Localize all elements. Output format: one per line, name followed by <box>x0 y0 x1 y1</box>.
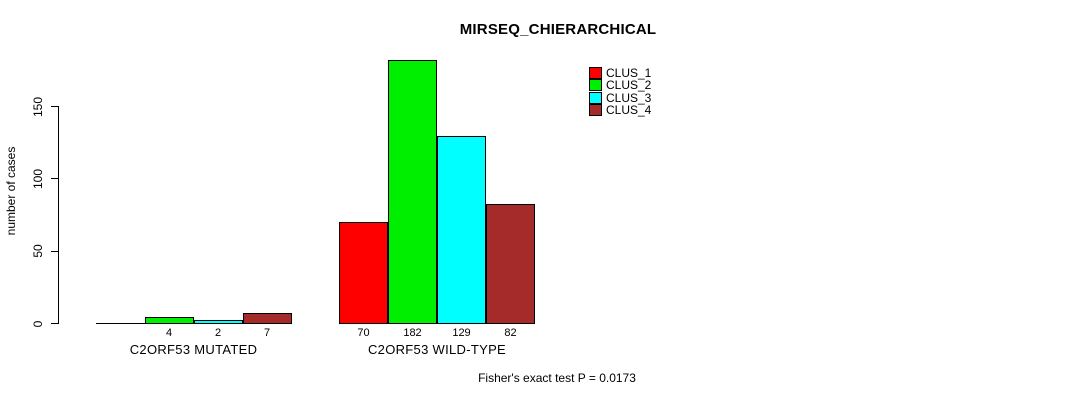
bar <box>437 136 486 324</box>
bar-value-label: 7 <box>263 327 271 339</box>
y-tick <box>51 250 58 252</box>
bar <box>144 317 194 324</box>
bar-value-label: 4 <box>165 327 173 339</box>
bar-value-label: 182 <box>403 327 422 339</box>
y-tick-label: 0 <box>31 320 45 327</box>
group-label: C2ORF53 MUTATED <box>129 342 258 357</box>
y-tick <box>51 323 58 324</box>
y-tick-label: 150 <box>31 96 45 117</box>
bar <box>388 59 437 324</box>
y-tick <box>51 178 58 180</box>
y-tick <box>51 106 58 107</box>
bar <box>486 204 535 324</box>
legend-label: CLUS_4 <box>606 103 652 117</box>
bar <box>339 221 388 324</box>
legend-label: CLUS_1 <box>606 65 652 80</box>
bar <box>193 320 243 324</box>
legend-label: CLUS_3 <box>606 90 652 105</box>
legend-swatch <box>589 66 602 79</box>
bar-value-label: 129 <box>452 327 471 339</box>
y-axis-line <box>58 106 59 324</box>
y-tick-label: 50 <box>31 244 45 258</box>
bar-value-label: 70 <box>357 327 370 339</box>
legend-swatch <box>589 91 602 104</box>
legend-swatch <box>589 79 602 91</box>
bar-value-label: 82 <box>504 327 517 339</box>
y-tick-label: 100 <box>31 168 45 189</box>
legend-label: CLUS_2 <box>606 78 652 92</box>
zero-bar <box>95 323 145 324</box>
group-label: C2ORF53 WILD-TYPE <box>367 342 507 357</box>
chart-title: MIRSEQ_CHIERARCHICAL <box>459 21 657 38</box>
bar <box>242 312 292 324</box>
legend-swatch <box>589 104 602 116</box>
y-axis-label: number of cases <box>4 146 18 236</box>
bar-value-label: 2 <box>214 327 222 339</box>
fisher-test-note: Fisher's exact test P = 0.0173 <box>478 371 636 385</box>
